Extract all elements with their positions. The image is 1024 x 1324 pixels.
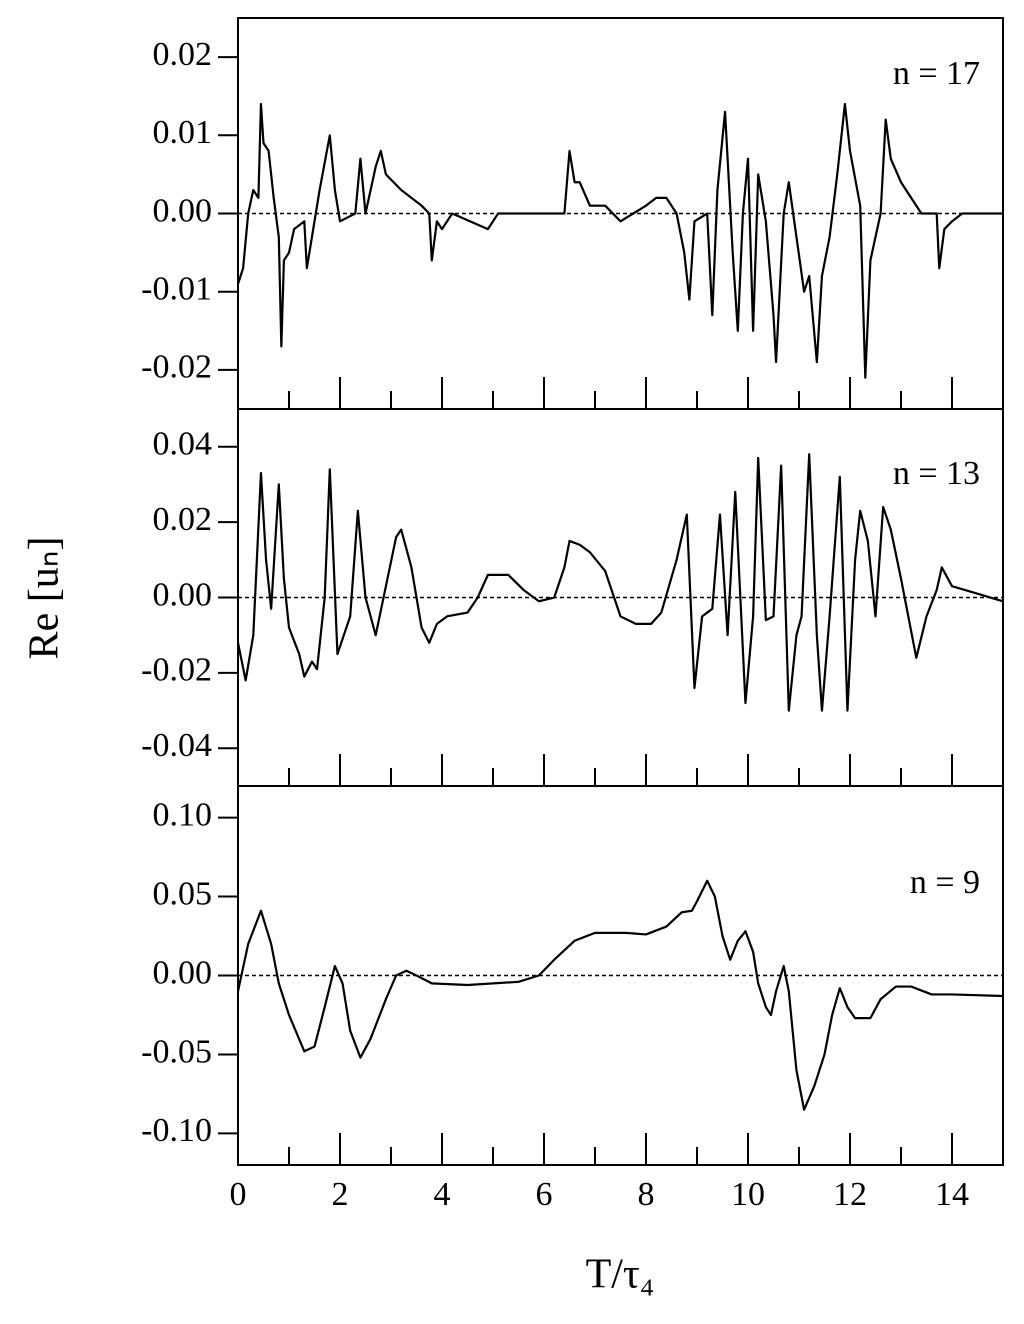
y-tick-label: 0.10 xyxy=(153,796,213,833)
x-tick-label: 6 xyxy=(536,1176,553,1213)
y-tick-label: 0.02 xyxy=(153,501,213,538)
y-tick-label: 0.00 xyxy=(153,954,213,991)
y-tick-label: 0.05 xyxy=(153,875,213,912)
data-line xyxy=(236,102,1003,379)
y-tick-label: -0.02 xyxy=(141,349,212,386)
panel-annotation: n = 17 xyxy=(893,55,980,92)
y-tick-label: -0.10 xyxy=(141,1112,212,1149)
panel-annotation: n = 13 xyxy=(893,455,980,492)
x-tick-label: 12 xyxy=(833,1176,867,1213)
x-tick-label: 14 xyxy=(935,1176,969,1213)
x-tick-label: 10 xyxy=(731,1176,765,1213)
data-line xyxy=(236,879,1004,1111)
y-tick-label: 0.00 xyxy=(153,192,213,229)
y-tick-label: -0.05 xyxy=(141,1033,212,1070)
x-axis-label: T/τ₄ xyxy=(586,1252,655,1298)
x-tick-label: 2 xyxy=(332,1176,349,1213)
x-tick-label: 0 xyxy=(230,1176,247,1213)
data-line xyxy=(236,453,1004,712)
y-tick-label: 0.01 xyxy=(153,114,213,151)
y-tick-label: -0.02 xyxy=(141,652,212,689)
y-tick-label: 0.02 xyxy=(153,36,213,73)
y-tick-label: -0.04 xyxy=(141,727,212,764)
panel-annotation: n = 9 xyxy=(910,864,980,901)
x-tick-label: 4 xyxy=(434,1176,451,1213)
x-tick-label: 8 xyxy=(638,1176,655,1213)
y-tick-label: 0.04 xyxy=(153,425,213,462)
y-tick-label: 0.00 xyxy=(153,576,213,613)
y-tick-label: -0.01 xyxy=(141,270,212,307)
y-axis-label: Re [uₙ] xyxy=(22,537,68,660)
